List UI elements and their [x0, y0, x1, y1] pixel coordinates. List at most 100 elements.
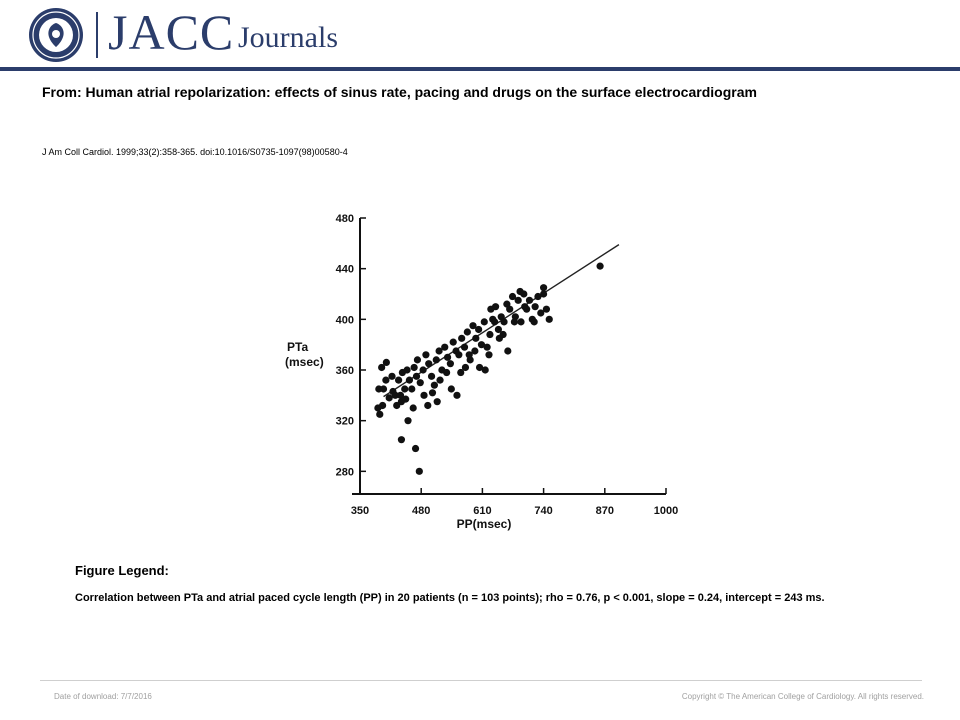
y-tick-label: 360 [336, 365, 354, 377]
scatter-point [424, 401, 432, 410]
x-tick-label: 740 [534, 505, 552, 517]
scatter-point [458, 334, 466, 342]
scatter-point [537, 309, 545, 317]
scatter-point [415, 467, 423, 475]
journals-logo-text: Journals [238, 21, 338, 54]
scatter-point [446, 360, 454, 368]
scatter-point [382, 358, 390, 366]
scatter-point [425, 360, 433, 368]
scatter-point [404, 417, 412, 425]
scatter-point [491, 318, 499, 326]
scatter-point [443, 368, 451, 377]
article-citation: J Am Coll Cardiol. 1999;33(2):358-365. d… [42, 147, 348, 157]
scatter-point [481, 366, 489, 374]
scatter-point [545, 315, 553, 323]
scatter-point [449, 338, 457, 346]
scatter-point [516, 287, 524, 296]
scatter-point [542, 305, 551, 313]
acc-seal-icon [29, 8, 83, 62]
scatter-point [432, 356, 440, 364]
scatter-point [514, 296, 522, 304]
scatter-point [471, 347, 479, 355]
scatter-point [436, 376, 444, 384]
y-tick-label: 440 [336, 264, 354, 276]
scatter-point [374, 404, 382, 412]
jacc-logo-text: JACC [108, 4, 235, 60]
scatter-point [443, 353, 452, 361]
y-tick-label: 280 [336, 466, 354, 478]
scatter-point [540, 290, 548, 298]
scatter-point [393, 401, 401, 410]
scatter-point [485, 351, 493, 359]
scatter-point [534, 292, 542, 301]
scatter-point [420, 391, 428, 399]
data-points [374, 262, 604, 475]
scatter-point [480, 318, 488, 326]
x-tick-label: 610 [473, 505, 491, 517]
scatter-point [376, 410, 384, 418]
scatter-point [486, 330, 494, 339]
scatter-point [395, 376, 403, 384]
scatter-point [510, 318, 519, 326]
scatter-point [409, 404, 417, 412]
scatter-point [435, 347, 443, 355]
scatter-point [397, 436, 406, 444]
scatter-point [461, 363, 470, 372]
scatter-point [401, 385, 409, 393]
x-tick-label: 480 [412, 505, 430, 517]
scatter-point [416, 379, 424, 387]
scatter-point [410, 363, 418, 372]
scatter-point [412, 372, 421, 380]
scatter-point [378, 363, 386, 372]
scatter-point [391, 391, 399, 399]
scatter-point [427, 372, 436, 380]
journal-header: JACC Journals [0, 0, 960, 68]
scatter-point [385, 394, 393, 402]
x-tick-label: 350 [351, 505, 369, 517]
scatter-point [487, 305, 495, 313]
scatter-point [408, 385, 416, 393]
footer-divider [40, 680, 922, 681]
scatter-point [413, 356, 422, 364]
y-axis-label-line2: (msec) [285, 355, 324, 369]
scatter-point [396, 391, 405, 399]
scatter-point [521, 303, 529, 311]
article-title: From: Human atrial repolarization: effec… [42, 84, 757, 100]
scatter-point [405, 376, 414, 384]
copyright-notice: Copyright © The American College of Card… [681, 692, 924, 701]
scatter-point [477, 341, 486, 349]
scatter-point [455, 351, 463, 359]
scatter-point [457, 368, 465, 377]
scatter-chart: 280 320 360 400 440 480 350 480 610 740 870 1000 PT… [285, 213, 679, 531]
scatter-point [419, 366, 427, 374]
scatter-point [508, 292, 517, 301]
header-divider-bar [0, 67, 960, 71]
scatter-point [388, 372, 396, 380]
x-tick-label: 870 [596, 505, 614, 517]
download-date: Date of download: 7/7/2016 [54, 692, 152, 701]
scatter-point [499, 330, 507, 339]
scatter-point [475, 325, 483, 334]
scatter-point [441, 343, 449, 351]
scatter-point [428, 389, 437, 397]
scatter-point [517, 318, 525, 326]
scatter-point [531, 303, 539, 311]
x-tick-label: 1000 [654, 505, 678, 517]
scatter-point [530, 318, 538, 326]
scatter-point [411, 444, 420, 453]
chart-ticks: 280 320 360 400 440 480 350 480 610 740 870 1000 [336, 213, 679, 517]
scatter-point [472, 334, 480, 342]
scatter-point [506, 305, 514, 313]
scatter-point [382, 376, 390, 384]
scatter-point [460, 343, 469, 351]
legend-heading: Figure Legend: [75, 563, 169, 578]
legend-body: Correlation between PTa and atrial paced… [75, 592, 825, 604]
scatter-point [453, 391, 461, 399]
scatter-point [447, 385, 455, 393]
scatter-point [494, 325, 503, 334]
scatter-point [433, 398, 441, 406]
scatter-point [379, 385, 388, 393]
y-axis-label-line1: PTa [287, 340, 308, 354]
scatter-point [402, 395, 410, 403]
scatter-point [475, 363, 484, 372]
